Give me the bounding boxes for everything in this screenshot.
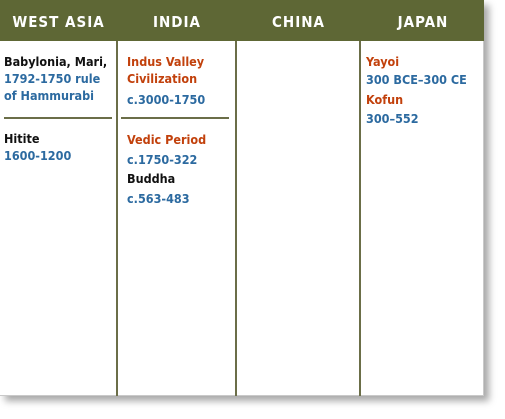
header-india: INDIA [153, 13, 201, 31]
section-divider [121, 117, 229, 119]
yayoi-dates: 300 BCE–300 CE [366, 72, 467, 87]
babylonia-detail: of Hammurabi [4, 88, 95, 103]
column-divider [235, 41, 237, 396]
indus-valley-subtitle: Civilization [127, 71, 198, 86]
vedic-period-title: Vedic Period [127, 132, 207, 147]
column-divider [359, 41, 361, 396]
hitite-title: Hitite [4, 131, 40, 146]
hitite-dates: 1600-1200 [4, 148, 72, 163]
header-china: CHINA [272, 13, 325, 31]
timeline-table: WEST ASIA INDIA CHINA JAPAN Babylonia, M… [0, 0, 484, 396]
kofun-title: Kofun [366, 92, 404, 107]
header-west-asia: WEST ASIA [12, 13, 105, 31]
buddha-title: Buddha [127, 171, 176, 186]
buddha-dates: c.563-483 [127, 191, 190, 206]
babylonia-dates: 1792-1750 rule [4, 71, 101, 86]
header-row: WEST ASIA INDIA CHINA JAPAN [0, 0, 484, 41]
section-divider [4, 117, 112, 119]
kofun-dates: 300–552 [366, 111, 419, 126]
yayoi-title: Yayoi [366, 54, 400, 69]
babylonia-title: Babylonia, Mari, [4, 54, 108, 69]
indus-valley-dates: c.3000-1750 [127, 92, 206, 107]
header-japan: JAPAN [397, 13, 449, 31]
indus-valley-title: Indus Valley [127, 54, 205, 69]
column-divider [116, 41, 118, 396]
vedic-period-dates: c.1750-322 [127, 152, 198, 167]
